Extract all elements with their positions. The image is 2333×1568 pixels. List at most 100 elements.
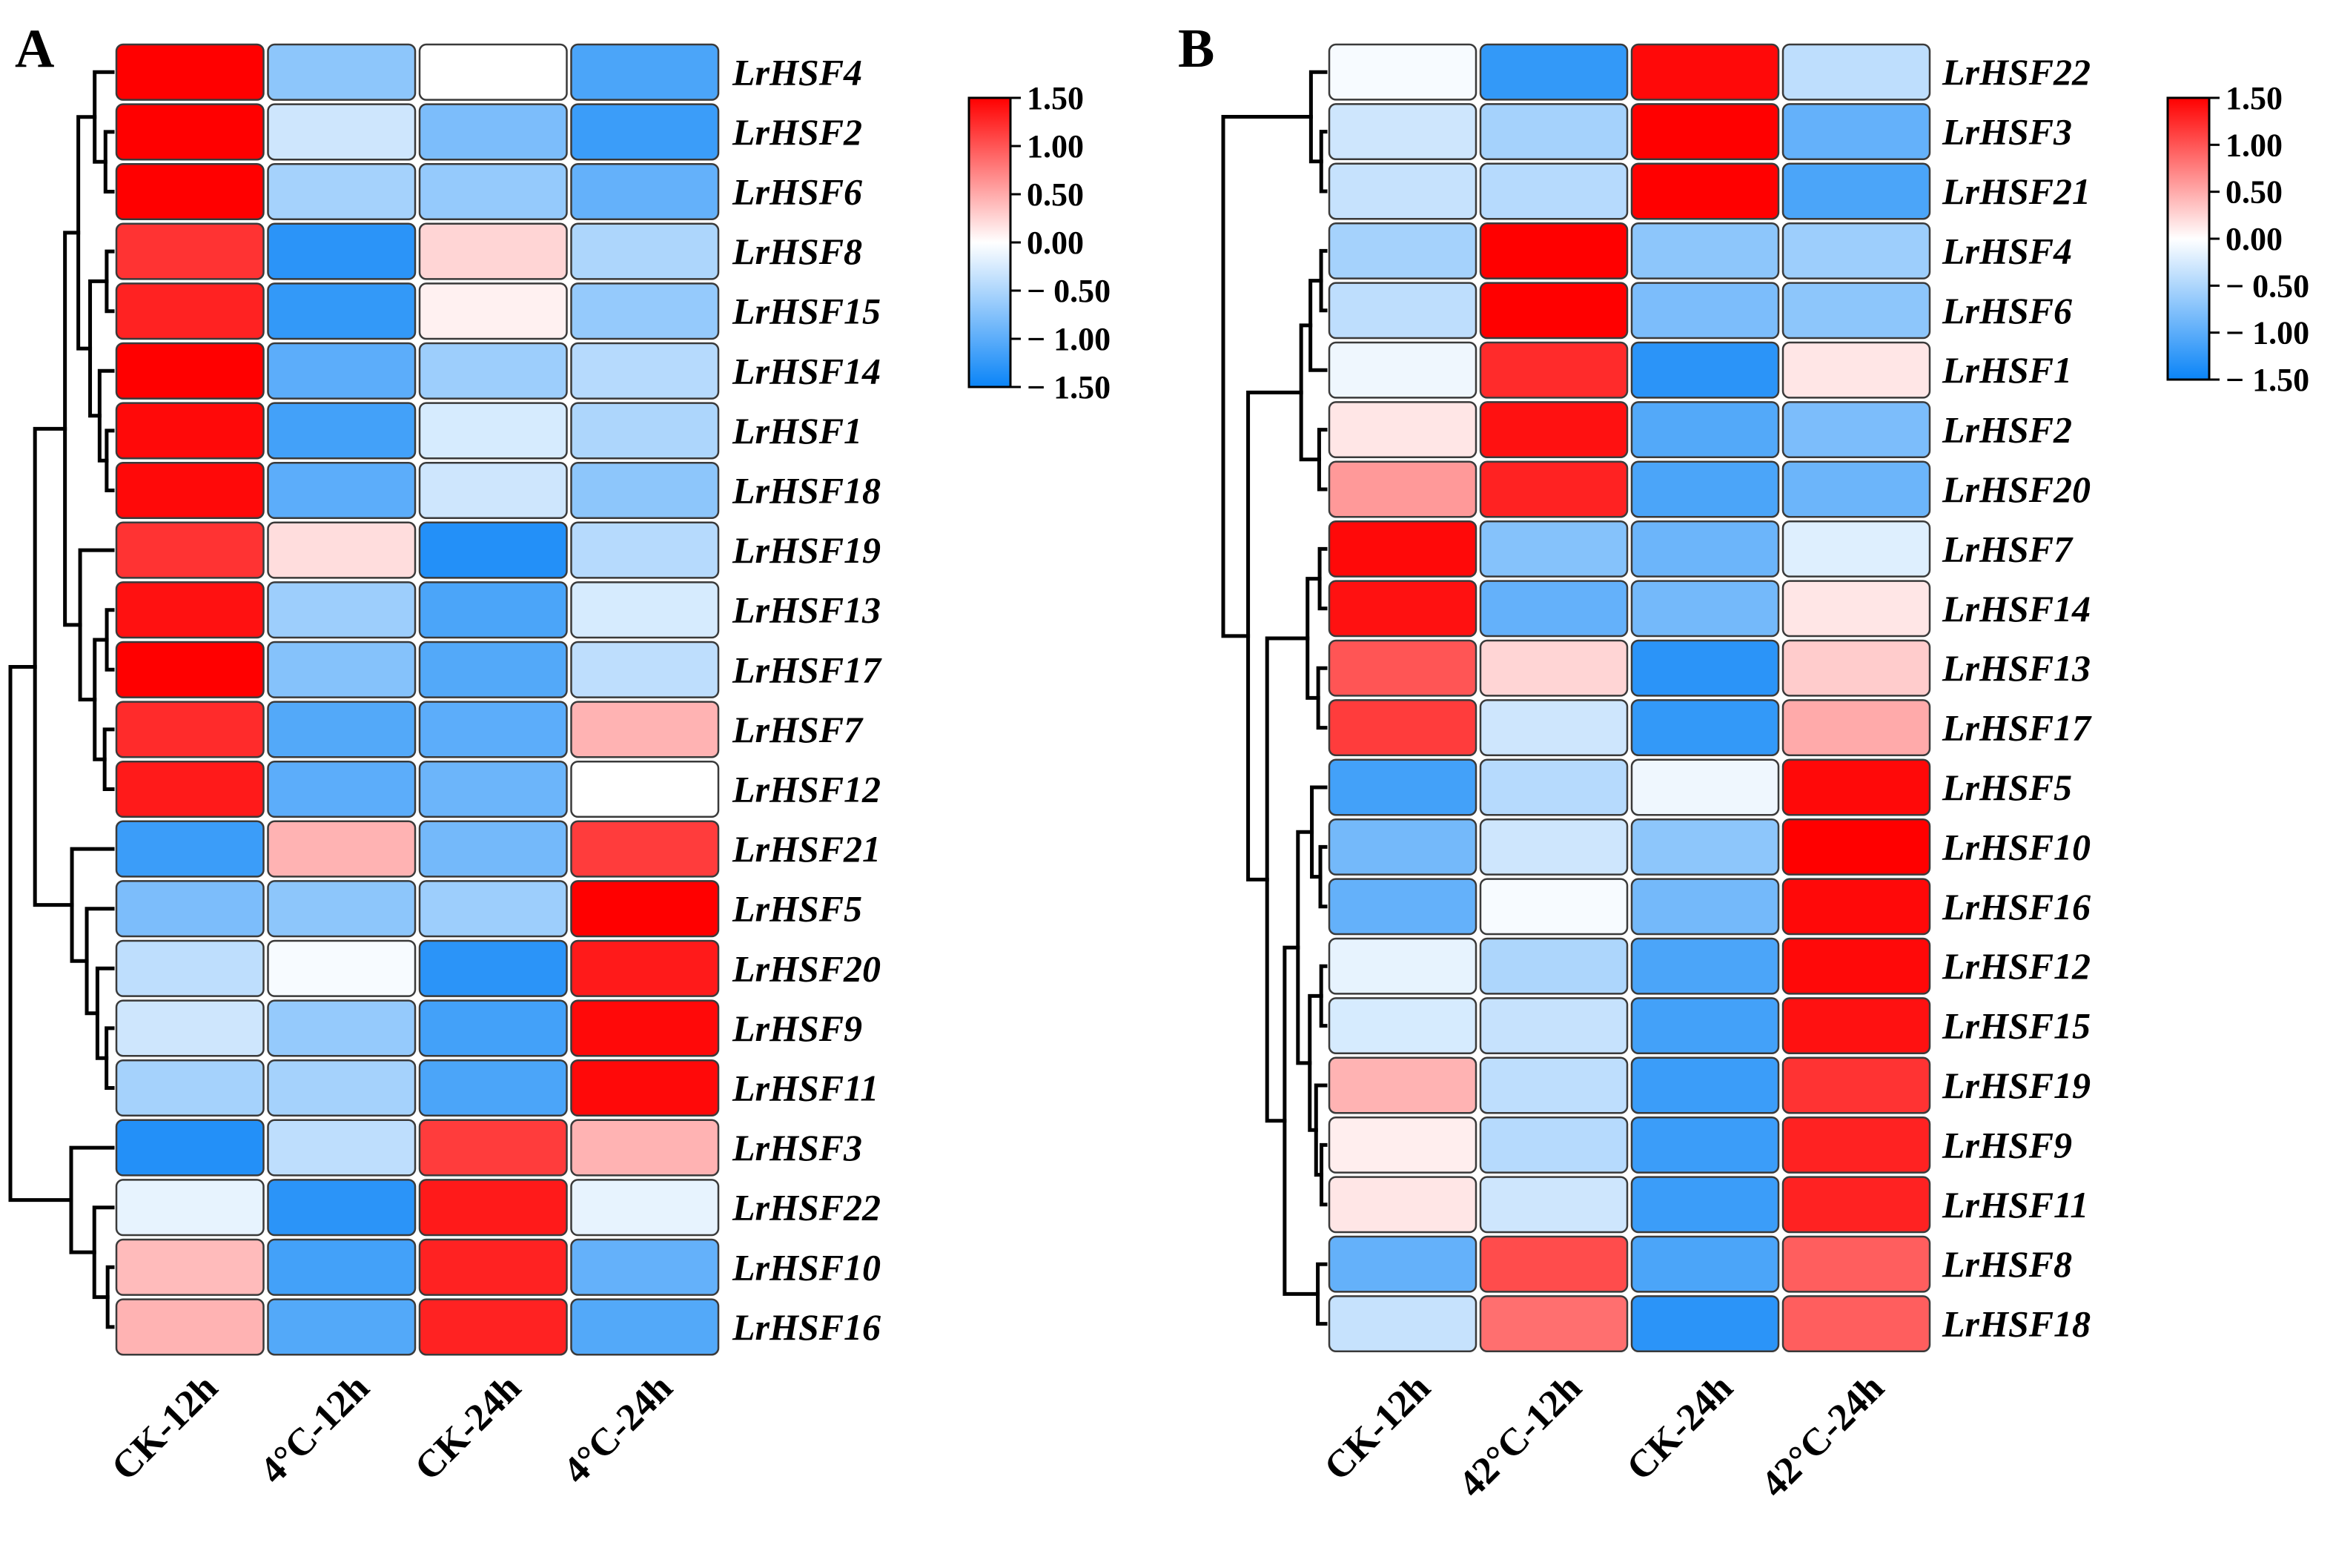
- heatmap-cell: [1479, 699, 1629, 757]
- heatmap-cell: [1630, 1235, 1780, 1293]
- heatmap-cell: [1781, 520, 1931, 578]
- dendrogram-branch: [76, 115, 97, 351]
- heatmap-cell: [267, 521, 417, 579]
- heatmap-cell: [115, 402, 265, 460]
- heatmap-cell: [267, 1059, 417, 1117]
- heatmap-cell: [1781, 1056, 1931, 1114]
- heatmap-cell: [1630, 1116, 1780, 1174]
- row-label: LrHSF3: [732, 1127, 862, 1168]
- heatmap-cell: [570, 641, 720, 698]
- heatmap-cell: [1630, 162, 1780, 220]
- heatmap-cell: [1479, 103, 1629, 161]
- row-label: LrHSF10: [1942, 826, 2091, 867]
- dendrogram-branch: [1318, 844, 1328, 909]
- heatmap-cell: [418, 581, 568, 639]
- heatmap-cell: [418, 43, 568, 101]
- heatmap-cell: [418, 342, 568, 400]
- row-label: LrHSF2: [1942, 409, 2072, 451]
- colorbar-tick-label: 0.50: [2226, 174, 2283, 211]
- heatmap-cell: [1328, 1235, 1477, 1293]
- heatmap-cell: [1328, 1116, 1477, 1174]
- row-label: LrHSF9: [732, 1008, 862, 1049]
- heatmap-cell: [418, 939, 568, 997]
- row-label: LrHSF1: [1942, 349, 2072, 391]
- heatmap-cell: [570, 701, 720, 758]
- heatmap-cell: [1328, 282, 1477, 340]
- heatmap-cell: [1479, 818, 1629, 876]
- column-label: CK-12h: [1317, 1366, 1439, 1489]
- row-label: LrHSF5: [1942, 767, 2072, 808]
- heatmap-cell: [1630, 401, 1780, 459]
- heatmap-cell: [570, 43, 720, 101]
- heatmap-cell: [267, 641, 417, 698]
- heatmap-cell: [1479, 222, 1629, 279]
- heatmap-cell: [267, 402, 417, 460]
- dendrogram-branch: [1296, 830, 1314, 1065]
- row-label: LrHSF11: [1942, 1184, 2088, 1225]
- heatmap-cell: [115, 581, 265, 639]
- heatmap-cell: [115, 999, 265, 1057]
- heatmap-cell: [570, 820, 720, 878]
- colorbar-tick-label: − 1.50: [2226, 362, 2309, 398]
- heatmap-cell: [267, 999, 417, 1057]
- heatmap-cell: [1781, 1176, 1931, 1234]
- heatmap-cell: [267, 222, 417, 280]
- heatmap-cell: [267, 1119, 417, 1177]
- heatmap-cell: [570, 402, 720, 460]
- heatmap-cell: [1630, 758, 1780, 816]
- column-label: CK-24h: [1619, 1366, 1741, 1489]
- column-label: 4°C-24h: [555, 1366, 681, 1492]
- row-label: LrHSF8: [1942, 1243, 2072, 1285]
- heatmap-cell: [1479, 520, 1629, 578]
- heatmap-cell: [570, 342, 720, 400]
- heatmap-cell: [1328, 1295, 1477, 1353]
- heatmap-cell: [418, 162, 568, 221]
- heatmap-cell: [267, 1238, 417, 1296]
- heatmap-cell: [570, 1119, 720, 1177]
- heatmap-cell: [418, 1119, 568, 1177]
- heatmap-cell: [115, 939, 265, 997]
- heatmap-cell: [418, 880, 568, 938]
- heatmap-cell: [418, 999, 568, 1057]
- heatmap-cell: [1479, 758, 1629, 816]
- heatmap-cell: [1328, 341, 1477, 399]
- row-label: LrHSF12: [732, 769, 881, 810]
- row-label: LrHSF1: [732, 410, 862, 451]
- heatmap-cell: [418, 521, 568, 579]
- colorbar-tick-label: 1.50: [1027, 80, 1084, 116]
- heatmap-cell: [267, 162, 417, 221]
- dendrogram-branch: [1314, 1083, 1328, 1177]
- heatmap-cell: [1328, 222, 1477, 279]
- heatmap-cell: [115, 760, 265, 818]
- colorbar: 1.50 1.00 0.50 0.00 − 0.50 − 1.00 − 1.50: [2166, 80, 2309, 398]
- heatmap-cell: [267, 282, 417, 340]
- row-label: LrHSF7: [732, 709, 864, 750]
- row-label: LrHSF5: [732, 888, 862, 930]
- heatmap-cell: [418, 1298, 568, 1356]
- heatmap-cell: [418, 402, 568, 460]
- dendrogram-branch: [93, 70, 115, 164]
- heatmap-cell: [570, 999, 720, 1057]
- row-label: LrHSF4: [732, 51, 862, 93]
- colorbar-gradient: [2166, 96, 2211, 381]
- dendrogram-branch: [33, 426, 74, 907]
- heatmap-cell: [267, 939, 417, 997]
- heatmap-cell: [1630, 282, 1780, 340]
- row-label: LrHSF3: [1942, 111, 2072, 153]
- panel-a: A LrHSF4 LrHSF2 LrHSF6 LrHSF8 LrHSF15 LrHSF14 L…: [8, 19, 1111, 1492]
- colorbar: 1.50 1.00 0.50 0.00 − 0.50 − 1.00 − 1.50: [967, 80, 1111, 406]
- heatmap-cell: [570, 581, 720, 639]
- row-label: LrHSF17: [732, 649, 882, 690]
- dendrogram-branch: [1246, 390, 1303, 881]
- heatmap-cells: [115, 43, 720, 1356]
- heatmap-cell: [1328, 818, 1477, 876]
- heatmap-cell: [267, 103, 417, 161]
- heatmap-cell: [418, 222, 568, 280]
- heatmap-cell: [115, 1238, 265, 1296]
- row-label: LrHSF21: [732, 828, 881, 870]
- heatmap-cell: [1479, 1176, 1629, 1234]
- heatmap-cell: [1328, 520, 1477, 578]
- heatmap-cell: [267, 701, 417, 758]
- row-label: LrHSF17: [1942, 707, 2092, 749]
- dendrogram-branch: [105, 429, 115, 492]
